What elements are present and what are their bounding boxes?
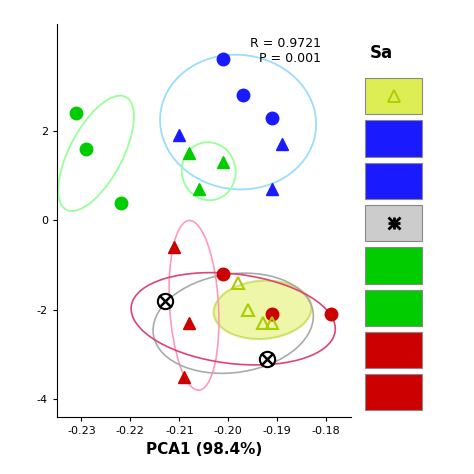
FancyBboxPatch shape bbox=[365, 78, 422, 114]
FancyBboxPatch shape bbox=[365, 332, 422, 368]
FancyBboxPatch shape bbox=[365, 290, 422, 326]
Text: Sa: Sa bbox=[370, 44, 393, 62]
FancyBboxPatch shape bbox=[365, 120, 422, 157]
FancyBboxPatch shape bbox=[365, 374, 422, 410]
Ellipse shape bbox=[214, 281, 311, 339]
FancyBboxPatch shape bbox=[365, 247, 422, 283]
X-axis label: PCA1 (98.4%): PCA1 (98.4%) bbox=[146, 442, 262, 457]
FancyBboxPatch shape bbox=[365, 205, 422, 241]
Text: R = 0.9721
P = 0.001: R = 0.9721 P = 0.001 bbox=[250, 37, 321, 65]
FancyBboxPatch shape bbox=[365, 163, 422, 199]
